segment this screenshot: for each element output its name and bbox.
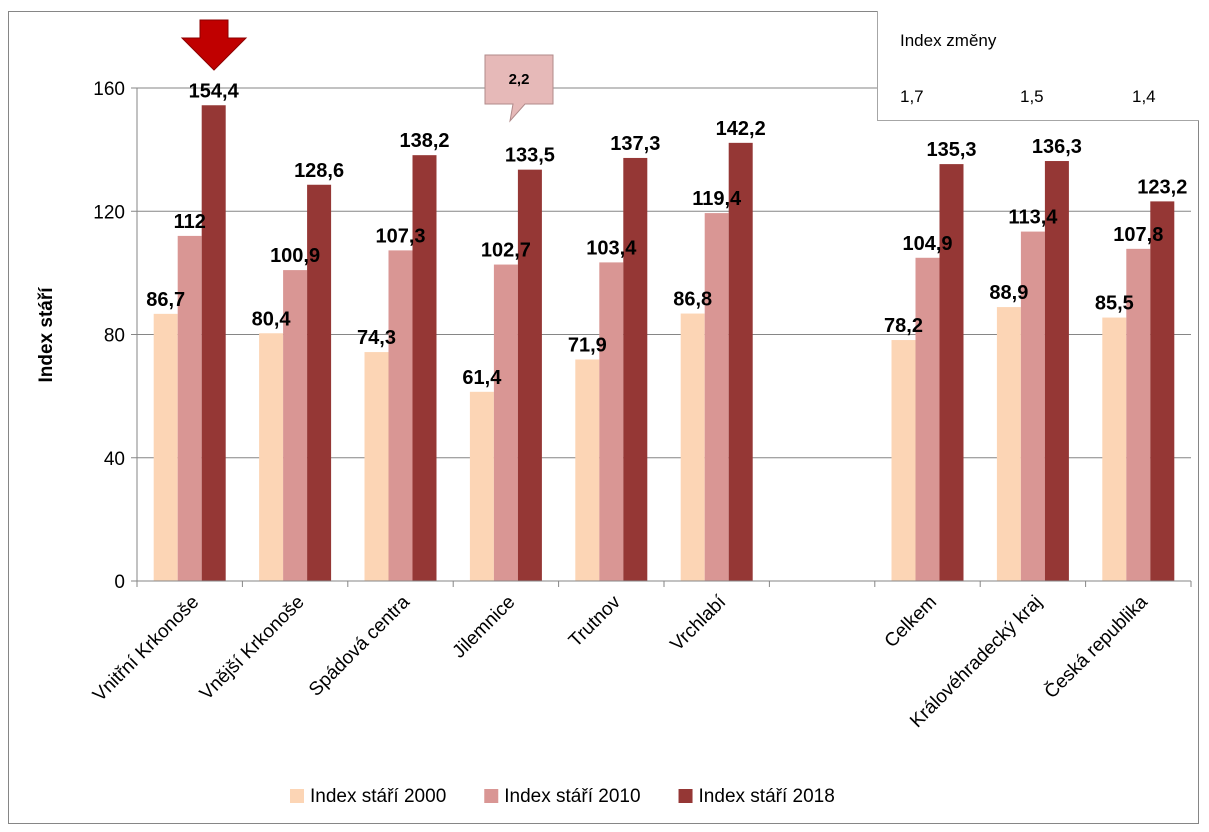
x-tick-label: Trutnov [565,591,625,651]
data-label: 71,9 [568,334,607,356]
data-label: 123,2 [1137,176,1187,198]
data-label: 136,3 [1032,136,1082,158]
data-label: 119,4 [692,188,742,210]
data-label: 85,5 [1095,293,1134,315]
bar [1150,201,1175,581]
x-tick-label: Vnitřní Krkonoše [89,592,203,706]
bars [153,105,1175,581]
data-label: 88,9 [989,282,1028,304]
data-label: 104,9 [902,233,952,255]
y-axis-label: Index stáří [36,287,57,383]
legend-label: Index stáří 2000 [310,786,446,807]
bar [412,155,437,581]
bar [1126,248,1151,581]
bar [915,257,940,581]
data-label: 142,2 [716,118,766,140]
bar [153,313,178,581]
bar [704,213,729,581]
bar [469,391,494,581]
x-tick-label: Jilemnice [449,592,520,663]
data-label: 102,7 [481,240,531,262]
bar [201,105,226,581]
bar [307,184,332,581]
bar [996,307,1021,581]
legend-swatch [678,789,693,803]
bar [517,169,542,581]
bar [259,333,284,581]
legend-swatch [290,789,304,803]
bar [388,250,413,581]
data-label: 103,4 [586,237,637,259]
callout-bubble: 2,2 [484,54,554,123]
x-tick-label: Spádová centra [305,591,414,700]
bar [728,142,753,581]
down-arrow-icon [180,19,248,71]
index-change-value: 1,4 [1132,87,1156,106]
data-label: 113,4 [1008,207,1058,229]
data-label: 133,5 [505,145,555,167]
y-tick-label: 80 [104,326,125,347]
bar [599,262,624,581]
legend-label: Index stáří 2010 [504,786,640,807]
bar [283,270,308,581]
bar [1020,231,1045,581]
y-tick-label: 0 [114,572,125,593]
axes [136,88,1192,587]
legend-swatch [484,789,499,803]
data-label: 137,3 [610,133,660,155]
data-label: 86,8 [673,289,712,311]
data-label: 135,3 [926,139,976,161]
data-label: 107,8 [1113,224,1163,246]
data-label: 80,4 [252,308,292,330]
index-change-box: Index změny 1,7 1,5 1,4 [877,11,1199,121]
data-label: 78,2 [884,315,923,337]
index-change-value: 1,5 [1020,87,1044,106]
data-label: 128,6 [294,160,344,182]
x-tick-label: Vrchlabí [667,591,731,655]
data-label: 100,9 [270,245,320,267]
bar [364,352,389,581]
legend: Index stáří 2000 Index stáří 2010 Index st… [290,786,835,807]
y-tick-label: 120 [93,202,125,223]
data-label: 107,3 [375,225,425,247]
bar [1102,317,1127,581]
bar [1044,161,1069,581]
bar [177,235,202,581]
y-tick-label: 40 [104,449,125,470]
data-label: 154,4 [189,80,240,102]
x-tick-label: Česká republika [1040,591,1152,703]
bar [680,313,705,581]
callout-text: 2,2 [509,71,530,88]
bar [493,264,518,581]
data-labels: 86,7 112 154,4 80,4 100,9 128,6 74,3 107,3 138,2… [146,80,1187,389]
legend-label: Index stáří 2018 [699,786,835,807]
data-label: 61,4 [462,367,502,389]
x-tick-label: Celkem [881,592,941,652]
data-label: 74,3 [357,327,396,349]
y-tick-labels: 0 40 80 120 160 [93,79,125,593]
data-label: 138,2 [399,130,449,152]
data-label: 86,7 [146,289,185,311]
index-change-title: Index změny [900,31,997,50]
index-change-value: 1,7 [900,87,924,106]
bar [623,157,648,581]
data-label: 112 [174,211,206,233]
bar [891,340,916,581]
x-tick-label: Vnější Krkonoše [196,592,309,705]
y-tick-label: 160 [93,79,125,100]
bar [939,164,964,581]
bar [575,359,600,581]
